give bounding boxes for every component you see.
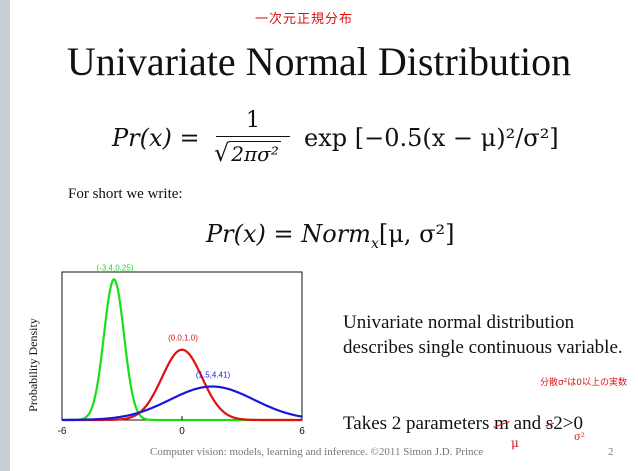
- norm-equation: Pr(x) = Normx[μ, σ²]: [206, 220, 454, 252]
- series-label-0: (-3.4,0.25): [97, 263, 134, 272]
- eq1-denominator-text: 2πσ²: [229, 141, 281, 166]
- pdf-equation: Pr(x) = 1 √ 2πσ² exp [−0.5(x − μ)²/σ²]: [112, 108, 559, 178]
- description-paragraph: Univariate normal distribution describes…: [343, 312, 623, 358]
- eq1-fraction: 1 √ 2πσ²: [210, 108, 296, 168]
- eq1-lhs: Pr(x) =: [112, 124, 200, 152]
- slide-footer: Computer vision: models, learning and in…: [150, 446, 484, 458]
- ticks-group: -6 0 6: [58, 416, 305, 437]
- eq1-rhs: exp [−0.5(x − μ)²/σ²]: [304, 124, 559, 152]
- params-suffix: 2>0: [553, 413, 583, 434]
- handwritten-note-top: 一次元正規分布: [255, 12, 354, 27]
- handwritten-note-variance: 分散σ²は0以上の実数: [540, 378, 628, 388]
- eq2-subscript: x: [370, 235, 379, 252]
- curves-group: [62, 278, 303, 422]
- handwritten-note-mu: μ: [511, 436, 519, 450]
- curve-series-2: [62, 385, 303, 422]
- slide-title: Univariate Normal Distribution: [66, 39, 572, 84]
- params-prefix: Takes 2 parameters: [343, 413, 495, 434]
- params-s: s: [545, 413, 554, 434]
- eq1-denominator: √ 2πσ²: [210, 139, 296, 168]
- slide-left-bar: [0, 0, 10, 471]
- y-axis-label: Probability Density: [26, 318, 40, 412]
- eq2-main: Pr(x) = Norm: [206, 220, 371, 248]
- x-tick-label-0: -6: [58, 426, 67, 437]
- description-text: Univariate normal distribution describes…: [343, 310, 623, 360]
- params-m: m: [494, 413, 509, 434]
- series-labels-group: (-3.4,0.25) (0.0,1.0) (1.5,4.41): [97, 263, 231, 379]
- x-tick-label-2: 6: [299, 426, 305, 437]
- normal-distribution-chart: -6 0 6 (-3.4,0.25) (0.0,1.0) (1.5,4.41): [58, 263, 306, 437]
- params-and: and: [508, 413, 546, 434]
- page-number: 2: [608, 446, 614, 458]
- sqrt-sign: √: [214, 139, 230, 167]
- eq2-args: [μ, σ²]: [378, 220, 455, 248]
- plot-frame: [61, 271, 303, 421]
- fraction-bar: [216, 136, 290, 137]
- series-label-2: (1.5,4.41): [196, 371, 231, 380]
- short-text: For short we write:: [68, 186, 183, 202]
- series-label-1: (0.0,1.0): [168, 334, 198, 343]
- handwritten-note-sigma: σ²: [574, 432, 585, 443]
- x-tick-label-1: 0: [179, 426, 185, 437]
- params-text: Takes 2 parameters m and s2>0: [343, 412, 583, 436]
- eq1-numerator: 1: [246, 108, 260, 133]
